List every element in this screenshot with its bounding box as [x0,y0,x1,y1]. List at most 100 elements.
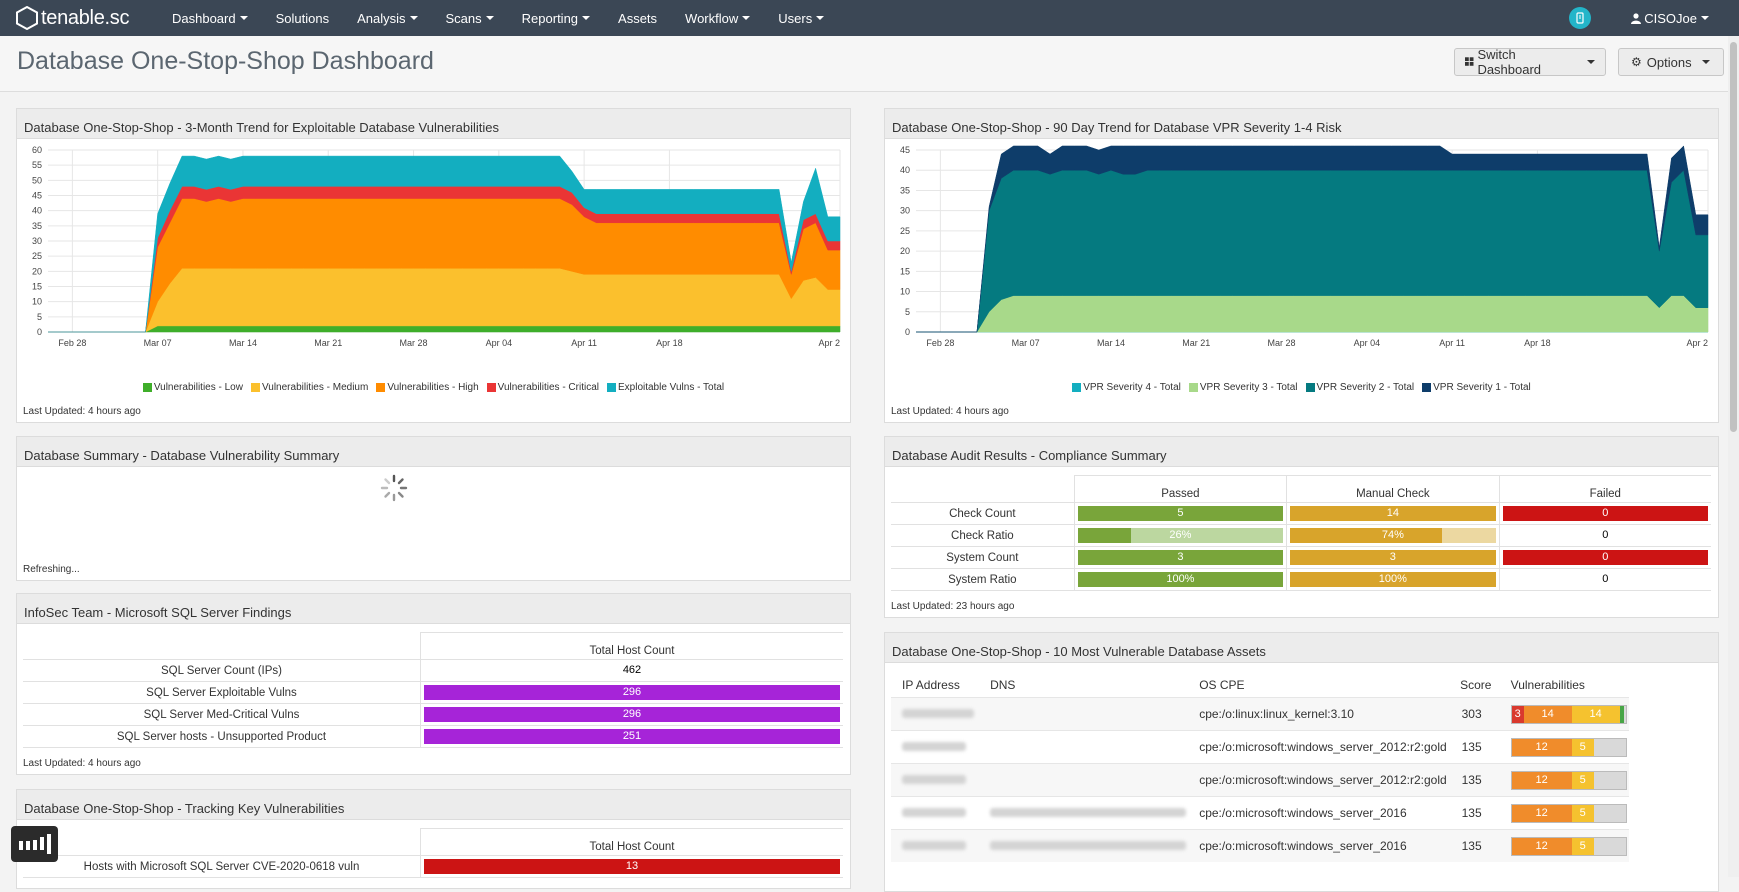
legend-item[interactable]: Vulnerabilities - Critical [486,382,599,393]
manual-value: 100% [1290,572,1496,587]
vulnerabilities-cell[interactable]: 12 5 [1499,730,1629,764]
failed-cell[interactable]: 0 [1498,524,1711,547]
legend-item[interactable]: Vulnerabilities - Medium [250,382,368,393]
refresh-status: Refreshing... [23,564,80,575]
column-header[interactable]: DNS [990,678,1016,692]
table-header-row: IP Address DNS OS CPE Score Vulnerabilities [891,673,1629,698]
manual-cell[interactable]: 3 [1286,546,1500,569]
redacted-ip [902,808,966,817]
column-header[interactable]: IP Address [902,678,960,692]
failed-cell[interactable]: 0 [1498,568,1711,591]
legend-item[interactable]: VPR Severity 4 - Total [1072,382,1181,393]
ip-address-cell[interactable] [891,829,980,862]
audit-results-panel: Database Audit Results - Compliance Summ… [884,436,1719,618]
passed-cell[interactable]: 3 [1073,546,1288,569]
nav-item-reporting[interactable]: Reporting [508,0,604,36]
manual-cell[interactable]: 14 [1286,502,1500,525]
page-scrollbar[interactable] [1728,36,1739,877]
legend-item[interactable]: VPR Severity 3 - Total [1188,382,1298,393]
y-tick-label: 60 [32,145,42,155]
ip-address-cell[interactable] [891,730,980,764]
host-count-cell[interactable]: 296 [420,681,843,704]
options-button[interactable]: ⚙ Options [1618,48,1724,76]
nav-item-users[interactable]: Users [764,0,838,36]
nav-item-solutions[interactable]: Solutions [262,0,343,36]
area-series-1[interactable] [916,295,1709,333]
y-tick-label: 45 [32,191,42,201]
switch-dashboard-label: Switch Dashboard [1477,47,1542,77]
ip-address-cell[interactable] [891,796,980,830]
severity-bar[interactable]: 12 5 [1510,737,1627,757]
failed-value: 0 [1602,573,1609,585]
table-row[interactable]: cpe:/o:linux:linux_kernel:3.10 303 3 14 14 [891,697,1629,731]
vulnerabilities-cell[interactable]: 12 5 [1499,763,1629,797]
vpr-trend-panel: Database One-Stop-Shop - 90 Day Trend fo… [884,108,1719,423]
column-header[interactable]: Vulnerabilities [1510,678,1585,692]
x-tick-label: Mar 07 [1012,338,1040,348]
passed-cell[interactable]: 26% [1073,524,1288,547]
panel-title: Database One-Stop-Shop - Tracking Key Vu… [17,790,850,820]
ip-address-cell[interactable] [891,697,980,731]
switch-dashboard-button[interactable]: Switch Dashboard [1454,47,1606,77]
nav-item-dashboard[interactable]: Dashboard [158,0,262,36]
sql-findings-table: Total Host Count SQL Server Count (IPs) 46… [23,632,843,748]
severity-bar[interactable]: 12 5 [1510,770,1627,790]
nav-item-workflow[interactable]: Workflow [671,0,764,36]
app-logo[interactable]: tenable.sc [16,6,158,30]
host-count-bar: 296 [424,707,840,722]
y-tick-label: 55 [32,160,42,170]
host-count-cell[interactable]: 462 [420,659,843,682]
severity-bar[interactable]: 12 5 [1510,803,1627,823]
severity-bar[interactable]: 12 5 [1510,836,1627,856]
host-count-cell[interactable]: 251 [420,725,843,748]
nav-item-scans[interactable]: Scans [432,0,508,36]
table-row[interactable]: cpe:/o:microsoft:windows_server_2012:r2:… [891,730,1629,764]
legend-item[interactable]: Vulnerabilities - Low [142,382,243,393]
host-count-cell[interactable]: 13 [420,855,843,878]
y-tick-label: 30 [900,206,910,216]
notification-icon[interactable] [1569,7,1592,29]
legend-swatch [142,383,152,392]
table-row[interactable]: cpe:/o:microsoft:windows_server_2016 135 1… [891,829,1629,862]
x-tick-label: Apr 2 [818,338,840,348]
legend-item[interactable]: VPR Severity 2 - Total [1305,382,1414,393]
column-header: Failed [1498,475,1711,503]
chart-legend: Vulnerabilities - Low Vulnerabilities - M… [17,382,850,393]
nav-item-analysis[interactable]: Analysis [343,0,431,36]
failed-cell[interactable]: 0 [1498,546,1711,569]
vulnerabilities-cell[interactable]: 3 14 14 [1499,697,1629,731]
area-series-0[interactable] [48,325,841,333]
y-tick-label: 10 [900,287,910,297]
redacted-ip [902,709,974,718]
failed-cell[interactable]: 0 [1498,502,1711,525]
area-series-3[interactable] [916,145,1709,333]
severity-bar[interactable]: 3 14 14 [1510,704,1627,724]
vulnerabilities-cell[interactable]: 12 5 [1499,829,1629,862]
x-tick-label: Mar 14 [229,338,257,348]
last-updated: Last Updated: 4 hours ago [23,406,141,417]
passed-value: 3 [1077,550,1284,565]
legend-item[interactable]: Vulnerabilities - High [376,382,479,393]
host-count-cell[interactable]: 296 [420,703,843,726]
legend-item[interactable]: VPR Severity 1 - Total [1422,382,1531,393]
user-menu[interactable]: CISOJoe [1631,11,1709,26]
ip-address-cell[interactable] [891,763,980,797]
scrollbar-thumb[interactable] [1730,42,1737,432]
feedback-widget-button[interactable] [11,826,58,862]
manual-cell[interactable]: 100% [1286,568,1500,591]
vulnerabilities-cell[interactable]: 12 5 [1499,796,1629,830]
area-series-4[interactable] [48,155,841,333]
legend-item[interactable]: Exploitable Vulns - Total [606,382,724,393]
column-header[interactable]: OS CPE [1199,678,1245,692]
passed-cell[interactable]: 100% [1073,568,1288,591]
passed-cell[interactable]: 5 [1073,502,1288,525]
nav-item-assets[interactable]: Assets [604,0,671,36]
column-header[interactable]: Score [1460,678,1492,692]
nav-item-label: Scans [445,10,482,26]
bars-icon [18,834,51,854]
y-tick-label: 25 [32,251,42,261]
table-row[interactable]: cpe:/o:microsoft:windows_server_2012:r2:… [891,763,1629,797]
y-tick-label: 15 [32,282,42,292]
manual-cell[interactable]: 74% [1286,524,1500,547]
table-row[interactable]: cpe:/o:microsoft:windows_server_2016 135 1… [891,796,1629,830]
